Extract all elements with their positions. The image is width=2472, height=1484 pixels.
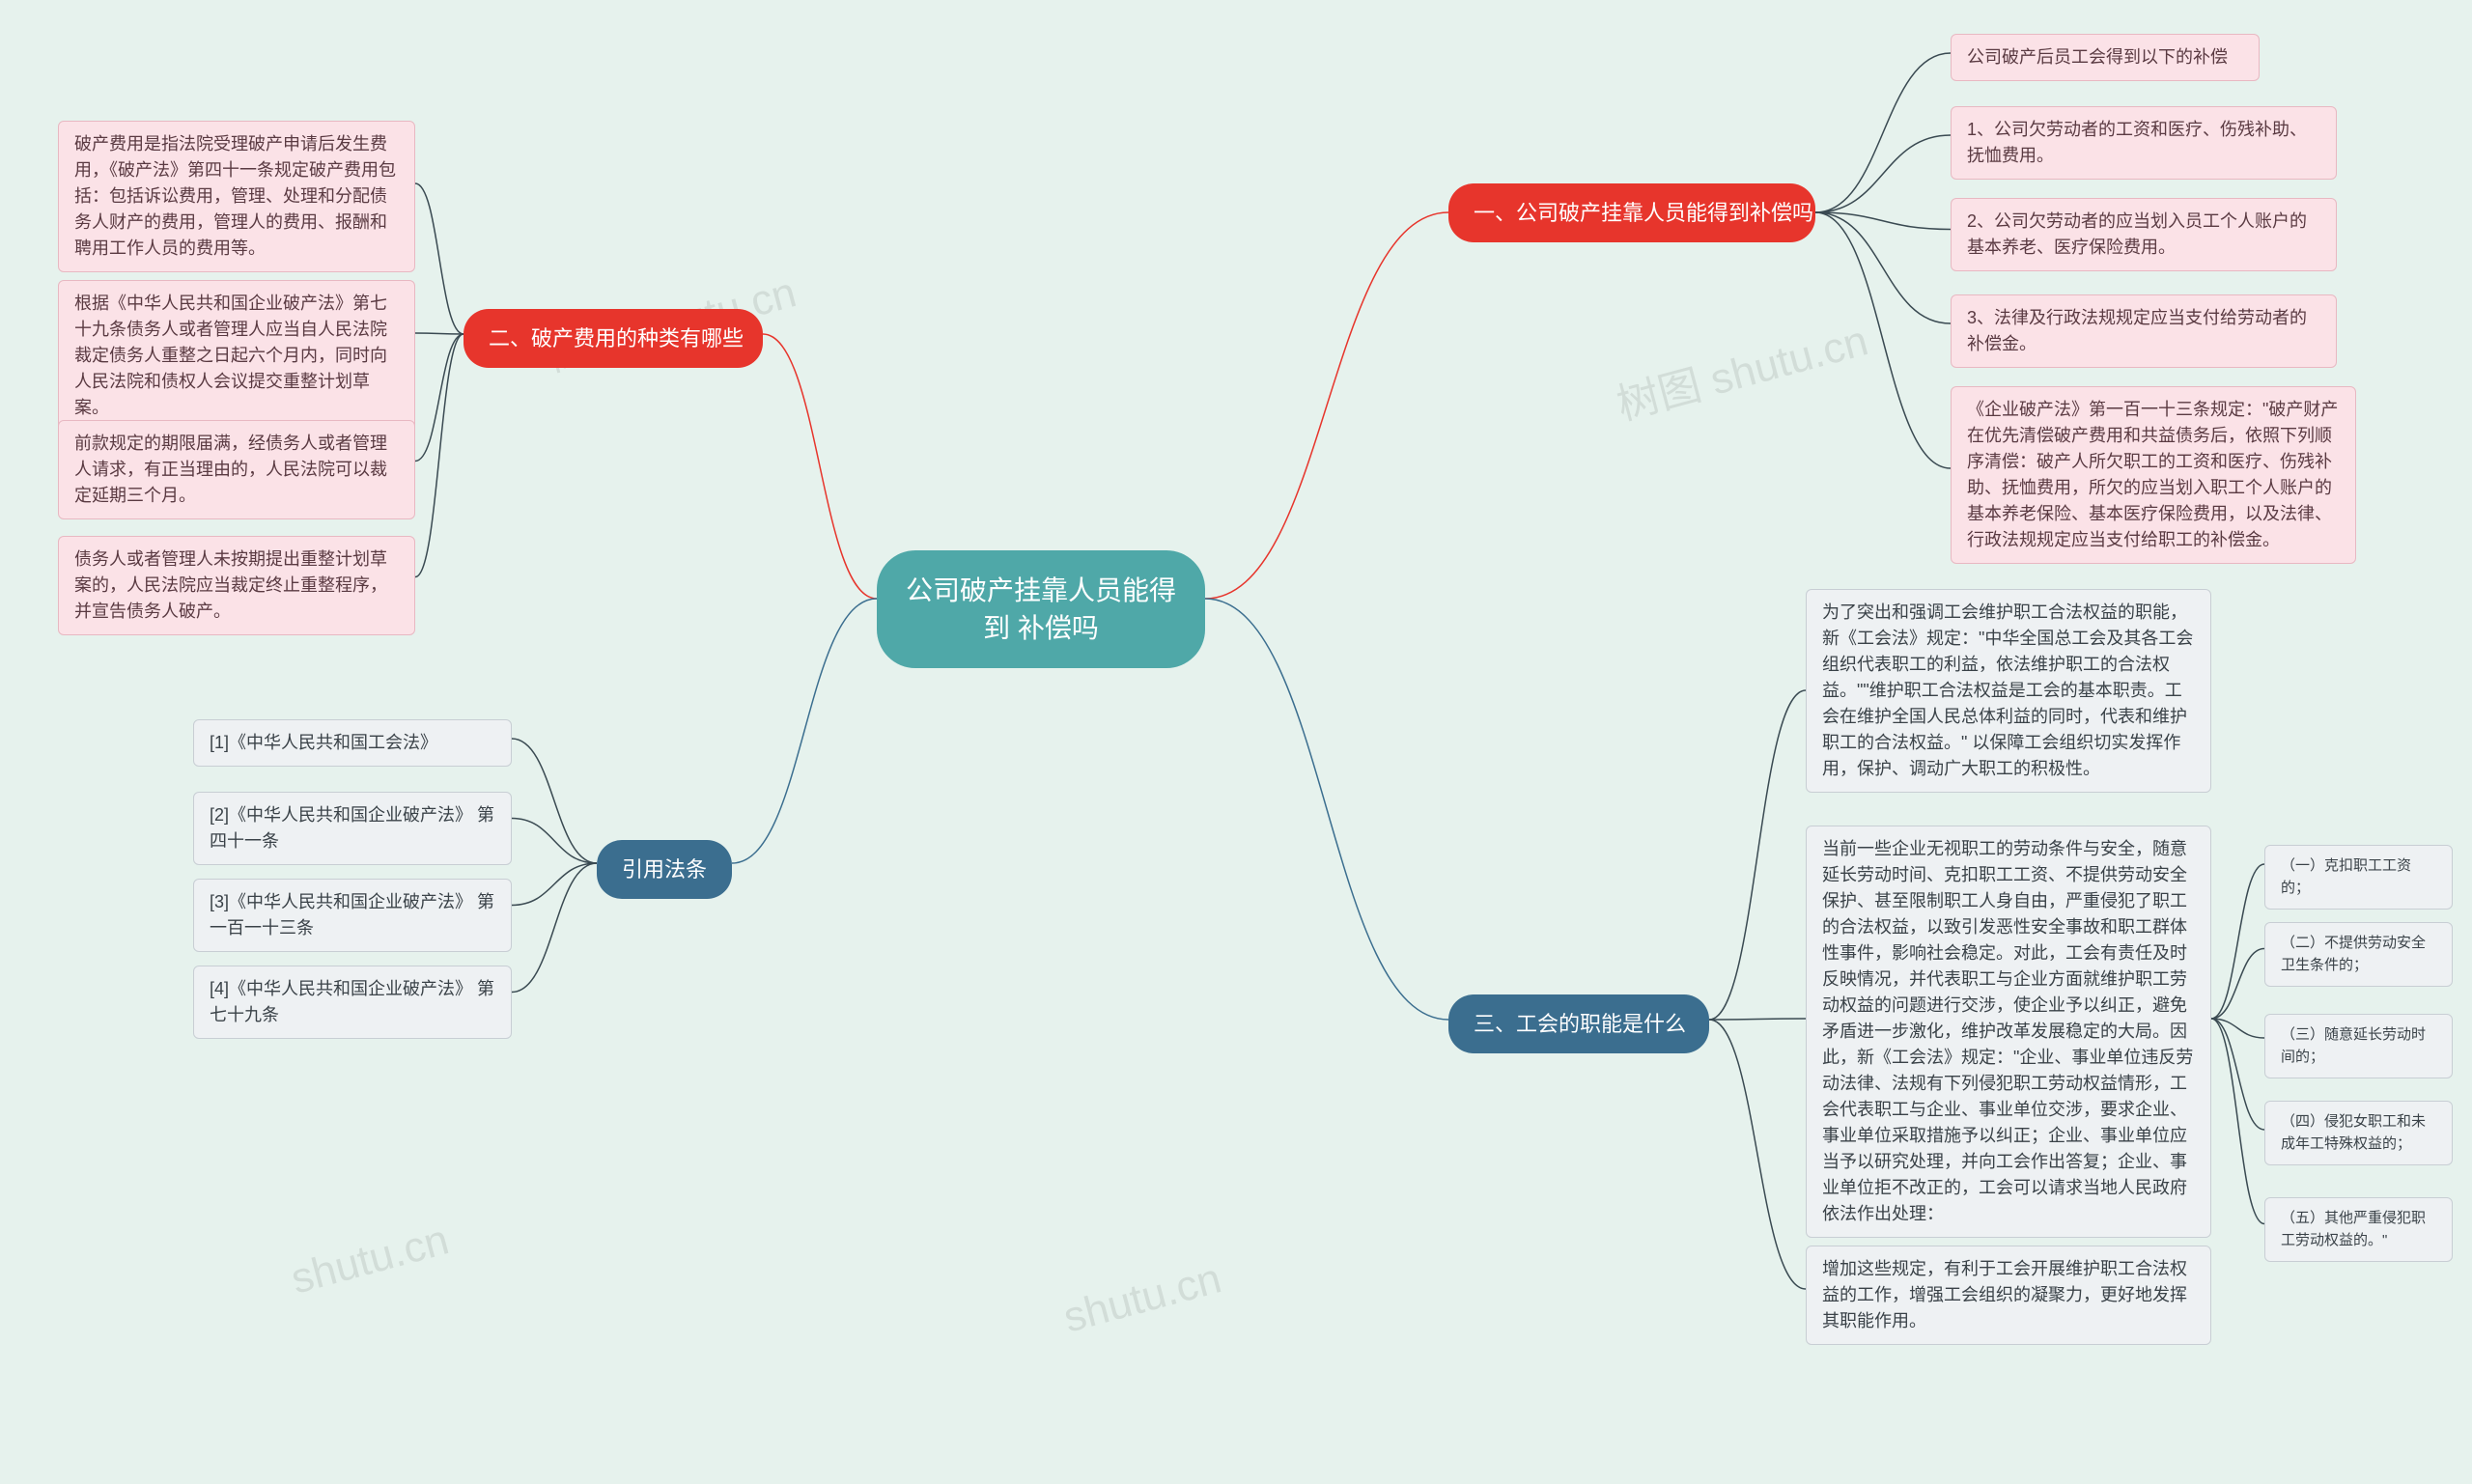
watermark: shutu.cn <box>286 1216 454 1303</box>
b3l2s4: （四）侵犯女职工和未成年工特殊权益的； <box>2264 1101 2453 1165</box>
b1l3: 2、公司欠劳动者的应当划入员工个人账户的基本养老、医疗保险费用。 <box>1951 198 2337 271</box>
b4l3: [3]《中华人民共和国企业破产法》 第一百一十三条 <box>193 879 512 952</box>
b4l1: [1]《中华人民共和国工会法》 <box>193 719 512 767</box>
watermark: shutu.cn <box>1058 1254 1226 1342</box>
b3l2s1: （一）克扣职工工资的； <box>2264 845 2453 910</box>
b2: 二、破产费用的种类有哪些 <box>464 309 763 368</box>
b3l2: 当前一些企业无视职工的劳动条件与安全，随意延长劳动时间、克扣职工工资、不提供劳动… <box>1806 826 2211 1238</box>
b3l3: 增加这些规定，有利于工会开展维护职工合法权益的工作，增强工会组织的凝聚力，更好地… <box>1806 1246 2211 1345</box>
b4l4: [4]《中华人民共和国企业破产法》 第七十九条 <box>193 966 512 1039</box>
b1l4: 3、法律及行政法规规定应当支付给劳动者的补偿金。 <box>1951 294 2337 368</box>
b4: 引用法条 <box>597 840 732 899</box>
b3l1: 为了突出和强调工会维护职工合法权益的职能，新《工会法》规定："中华全国总工会及其… <box>1806 589 2211 793</box>
b2l3: 前款规定的期限届满，经债务人或者管理人请求，有正当理由的，人民法院可以裁定延期三… <box>58 420 415 519</box>
b3: 三、工会的职能是什么 <box>1448 994 1709 1053</box>
b1l1: 公司破产后员工会得到以下的补偿 <box>1951 34 2260 81</box>
b2l4: 债务人或者管理人未按期提出重整计划草案的，人民法院应当裁定终止重整程序，并宣告债… <box>58 536 415 635</box>
b3l2s2: （二）不提供劳动安全卫生条件的； <box>2264 922 2453 987</box>
b3l2s5: （五）其他严重侵犯职工劳动权益的。" <box>2264 1197 2453 1262</box>
b3l2s3: （三）随意延长劳动时间的； <box>2264 1014 2453 1078</box>
b2l2: 根据《中华人民共和国企业破产法》第七十九条债务人或者管理人应当自人民法院裁定债务… <box>58 280 415 432</box>
b4l2: [2]《中华人民共和国企业破产法》 第四十一条 <box>193 792 512 865</box>
b1: 一、公司破产挂靠人员能得到补偿吗 <box>1448 183 1815 242</box>
root: 公司破产挂靠人员能得到 补偿吗 <box>877 550 1205 668</box>
watermark: 树图 shutu.cn <box>1609 306 1873 433</box>
b1l2: 1、公司欠劳动者的工资和医疗、伤残补助、抚恤费用。 <box>1951 106 2337 180</box>
b1l5: 《企业破产法》第一百一十三条规定："破产财产在优先清偿破产费用和共益债务后，依照… <box>1951 386 2356 564</box>
b2l1: 破产费用是指法院受理破产申请后发生费用，《破产法》第四十一条规定破产费用包括：包… <box>58 121 415 272</box>
